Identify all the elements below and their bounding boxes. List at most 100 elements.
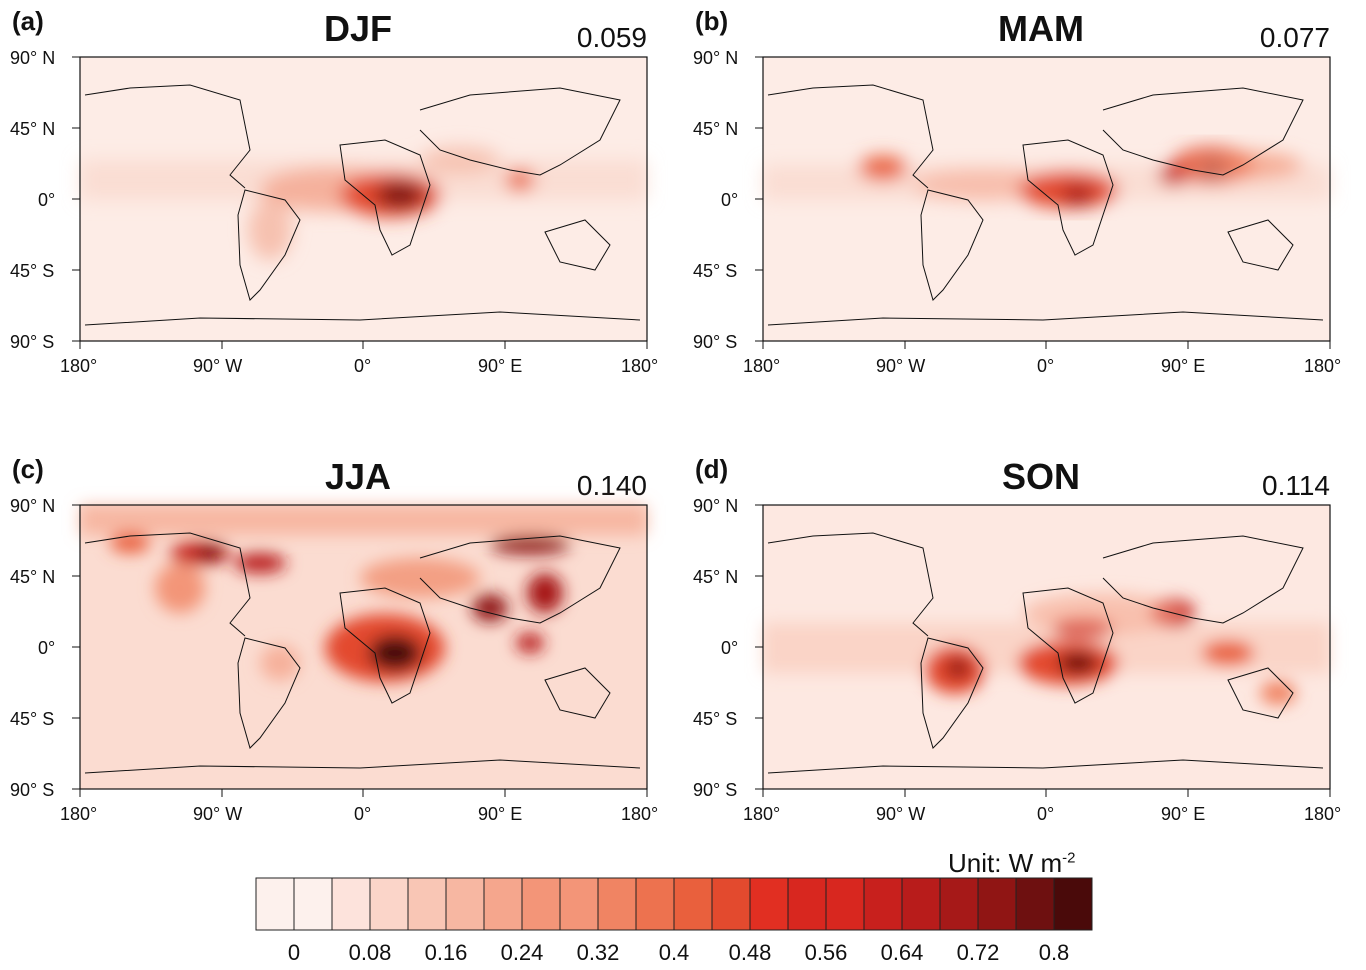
map-son <box>755 504 1331 797</box>
lat-tick-45s: 45° S <box>10 261 55 281</box>
coastlines <box>767 84 1324 326</box>
lat-tick-90n: 90° N <box>693 496 739 516</box>
legend-tick-label: 0.08 <box>348 940 392 965</box>
legend-swatch <box>825 877 865 931</box>
coastlines <box>84 84 641 326</box>
lon-tick-90e: 90° E <box>478 356 523 376</box>
lat-tick-45n: 45° N <box>693 567 739 587</box>
aerosol-field <box>763 147 1330 208</box>
legend-tick-label: 0.8 <box>1038 940 1070 965</box>
legend-tick-label: 0.48 <box>728 940 772 965</box>
lat-tick-45s: 45° S <box>693 261 738 281</box>
legend-swatch <box>559 877 599 931</box>
legend-swatch <box>901 877 941 931</box>
coastlines <box>767 532 1324 774</box>
legend-tick-label: 0.24 <box>500 940 544 965</box>
panel-global-mean: 0.140 <box>576 470 647 501</box>
lon-tick-180e: 180° <box>621 356 659 376</box>
lat-tick-45s: 45° S <box>693 709 738 729</box>
panel-letter: (b) <box>695 6 729 36</box>
legend-swatch <box>597 877 637 931</box>
legend-swatch <box>369 877 409 931</box>
aerosol-field <box>80 146 647 260</box>
lat-tick-90s: 90° S <box>10 780 55 800</box>
lon-tick-90e: 90° E <box>1161 804 1206 824</box>
legend-swatch <box>1053 877 1093 931</box>
lon-tick-0: 0° <box>1037 356 1055 376</box>
lon-tick-90w: 90° W <box>193 804 243 824</box>
lon-tick-180e: 180° <box>1304 804 1342 824</box>
legend-tick-label: 0.56 <box>804 940 848 965</box>
legend-tick-label: 0.32 <box>576 940 620 965</box>
lon-tick-90w: 90° W <box>876 804 926 824</box>
lat-tick-eq: 0° <box>721 638 739 658</box>
legend-swatch <box>863 877 903 931</box>
legend-unit-exponent: -2 <box>1062 849 1076 867</box>
legend-swatch <box>521 877 561 931</box>
tick-marks <box>755 504 1331 797</box>
legend-tick-label: 0 <box>287 940 301 965</box>
panel-jja: (c) JJA 0.140 90° N 45° N 0° 45° S 90° S… <box>0 448 665 868</box>
lat-tick-eq: 0° <box>38 638 56 658</box>
lat-tick-90s: 90° S <box>10 332 55 352</box>
panel-letter: (c) <box>12 454 44 484</box>
legend-tick-label: 0.64 <box>880 940 924 965</box>
legend-tick-label: 0.72 <box>956 940 1000 965</box>
lat-tick-45n: 45° N <box>10 119 56 139</box>
aerosol-field <box>763 593 1330 705</box>
panel-mam: (b) MAM 0.077 90° N 45° N 0° 45° S 90° S… <box>683 0 1348 420</box>
legend-swatch <box>483 877 523 931</box>
panel-djf: (a) DJF 0.059 90° N 45° N 0° 45° S 90° S… <box>0 0 665 420</box>
legend-tick-label: 0.4 <box>658 940 690 965</box>
lon-tick-180w: 180° <box>60 356 98 376</box>
lat-tick-90n: 90° N <box>10 48 56 68</box>
legend-swatch <box>407 877 447 931</box>
lon-tick-180w: 180° <box>743 804 781 824</box>
panel-title: SON <box>1001 456 1080 497</box>
legend-swatch <box>331 877 371 931</box>
lat-tick-90s: 90° S <box>693 332 738 352</box>
legend-swatch <box>445 877 485 931</box>
panel-letter: (a) <box>12 6 44 36</box>
panel-title: DJF <box>323 8 392 49</box>
lon-tick-180w: 180° <box>743 356 781 376</box>
panel-global-mean: 0.077 <box>1259 22 1330 53</box>
panel-global-mean: 0.059 <box>576 22 647 53</box>
coastlines <box>84 532 641 774</box>
tick-marks <box>72 56 648 349</box>
lon-tick-90e: 90° E <box>1161 356 1206 376</box>
lat-tick-45n: 45° N <box>693 119 739 139</box>
legend-swatch <box>635 877 675 931</box>
panel-letter: (d) <box>695 454 729 484</box>
lon-tick-180e: 180° <box>621 804 659 824</box>
lat-tick-45s: 45° S <box>10 709 55 729</box>
lon-tick-0: 0° <box>354 804 372 824</box>
lon-tick-90w: 90° W <box>876 356 926 376</box>
color-legend <box>255 877 1093 931</box>
lon-tick-90e: 90° E <box>478 804 523 824</box>
lon-tick-0: 0° <box>1037 804 1055 824</box>
lat-tick-eq: 0° <box>38 190 56 210</box>
legend-tick-label: 0.16 <box>424 940 468 965</box>
map-jja <box>72 504 648 797</box>
panel-title: JJA <box>324 456 392 497</box>
legend-swatch <box>749 877 789 931</box>
lat-tick-45n: 45° N <box>10 567 56 587</box>
tick-marks <box>755 56 1331 349</box>
legend-swatch <box>787 877 827 931</box>
legend-swatch <box>255 877 295 931</box>
panel-global-mean: 0.114 <box>1262 470 1330 501</box>
legend-swatch <box>977 877 1017 931</box>
lat-tick-90n: 90° N <box>693 48 739 68</box>
legend-swatch <box>711 877 751 931</box>
tick-marks <box>72 504 648 797</box>
legend-swatch <box>939 877 979 931</box>
legend-unit: Unit: W m-2 <box>948 848 1075 879</box>
lat-tick-eq: 0° <box>721 190 739 210</box>
panel-son: (d) SON 0.114 90° N 45° N 0° 45° S 90° S… <box>683 448 1348 868</box>
lon-tick-90w: 90° W <box>193 356 243 376</box>
lat-tick-90n: 90° N <box>10 496 56 516</box>
panel-title: MAM <box>998 8 1084 49</box>
lon-tick-180w: 180° <box>60 804 98 824</box>
map-mam <box>755 56 1331 349</box>
